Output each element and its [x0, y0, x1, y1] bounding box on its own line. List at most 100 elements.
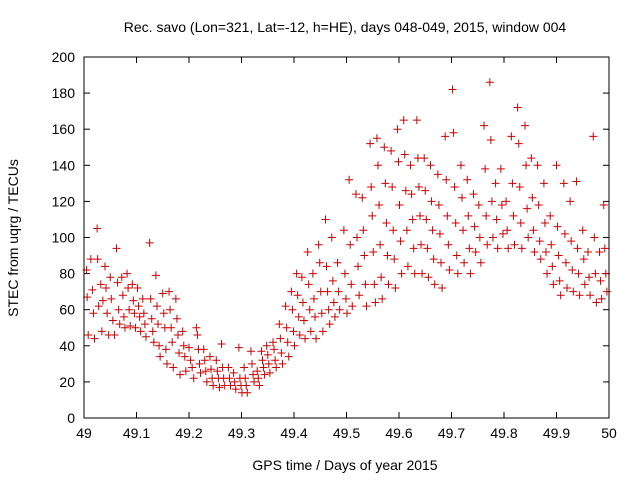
data-point: [324, 305, 333, 314]
data-point: [395, 201, 404, 210]
data-point: [90, 334, 99, 343]
data-point: [456, 161, 465, 170]
data-point: [590, 233, 599, 242]
data-point: [250, 377, 259, 386]
data-point: [348, 302, 357, 311]
data-point: [314, 240, 323, 249]
data-point: [199, 345, 208, 354]
data-point: [148, 327, 157, 336]
data-point: [351, 190, 360, 199]
data-point: [327, 233, 336, 242]
data-point: [458, 193, 466, 202]
data-point: [335, 305, 344, 314]
data-point: [315, 258, 324, 267]
data-point: [318, 327, 327, 336]
data-point: [427, 197, 436, 206]
data-point: [578, 226, 587, 235]
data-point: [272, 363, 281, 372]
data-point: [597, 294, 606, 303]
data-point: [328, 276, 337, 285]
data-point: [595, 247, 604, 256]
data-point: [159, 309, 168, 318]
data-point: [97, 327, 106, 336]
data-point: [185, 343, 193, 352]
data-point: [401, 186, 410, 195]
data-point: [589, 132, 598, 141]
data-point: [306, 327, 315, 336]
data-point: [375, 201, 384, 210]
data-point: [471, 247, 480, 256]
data-point: [552, 161, 561, 170]
data-point: [126, 321, 135, 330]
data-point: [510, 240, 519, 249]
data-point: [107, 294, 116, 303]
data-point: [553, 222, 562, 231]
data-point: [407, 190, 416, 199]
data-point: [283, 338, 292, 347]
chart-title: Rec. savo (Lon=321, Lat=-12, h=HE), days…: [124, 19, 567, 35]
data-point: [146, 294, 155, 303]
data-point: [399, 116, 408, 125]
data-point: [89, 309, 98, 318]
data-point: [289, 327, 298, 336]
data-point: [293, 291, 302, 300]
data-point: [257, 347, 266, 356]
data-point: [410, 269, 419, 278]
y-tick-label: 80: [59, 266, 75, 282]
data-point: [569, 287, 578, 296]
data-point: [241, 374, 250, 383]
data-point: [435, 229, 444, 238]
data-point: [370, 280, 379, 289]
data-point: [488, 233, 497, 242]
data-point: [466, 269, 475, 278]
data-point: [480, 121, 489, 130]
data-point: [540, 219, 549, 228]
data-point: [391, 284, 400, 293]
data-point: [131, 323, 140, 332]
data-point: [340, 269, 349, 278]
data-point: [334, 287, 343, 296]
data-point: [414, 182, 423, 191]
data-point: [207, 365, 216, 374]
data-point: [156, 352, 165, 361]
data-point: [470, 222, 479, 231]
data-point: [507, 132, 516, 141]
data-point: [84, 330, 93, 339]
data-point: [188, 363, 197, 372]
y-tick-label: 200: [52, 49, 76, 65]
data-point: [596, 276, 605, 285]
data-point: [234, 343, 243, 352]
data-points: [82, 78, 611, 397]
data-point: [584, 247, 592, 256]
data-point: [325, 320, 334, 329]
data-point: [586, 291, 595, 300]
data-point: [451, 219, 460, 228]
data-point: [242, 381, 251, 390]
data-point: [152, 302, 161, 311]
data-point: [592, 298, 601, 307]
data-point: [128, 280, 137, 289]
data-point: [354, 262, 363, 271]
x-tick-label: 49: [76, 425, 92, 441]
data-point: [93, 224, 102, 233]
data-point: [311, 312, 319, 321]
data-point: [180, 352, 189, 361]
data-point: [556, 291, 565, 300]
y-tick-label: 20: [59, 374, 75, 390]
data-point: [430, 280, 439, 289]
data-point: [416, 211, 424, 220]
data-point: [136, 327, 145, 336]
data-point: [290, 341, 299, 350]
data-point: [575, 291, 584, 300]
data-point: [317, 309, 326, 318]
data-point: [102, 284, 111, 293]
data-point: [397, 269, 406, 278]
data-point: [176, 370, 185, 379]
data-point: [382, 219, 391, 228]
data-point: [600, 244, 609, 253]
data-point: [360, 251, 369, 260]
data-point: [172, 314, 181, 323]
data-point: [448, 85, 457, 94]
data-point: [508, 179, 517, 188]
data-point: [394, 157, 403, 166]
